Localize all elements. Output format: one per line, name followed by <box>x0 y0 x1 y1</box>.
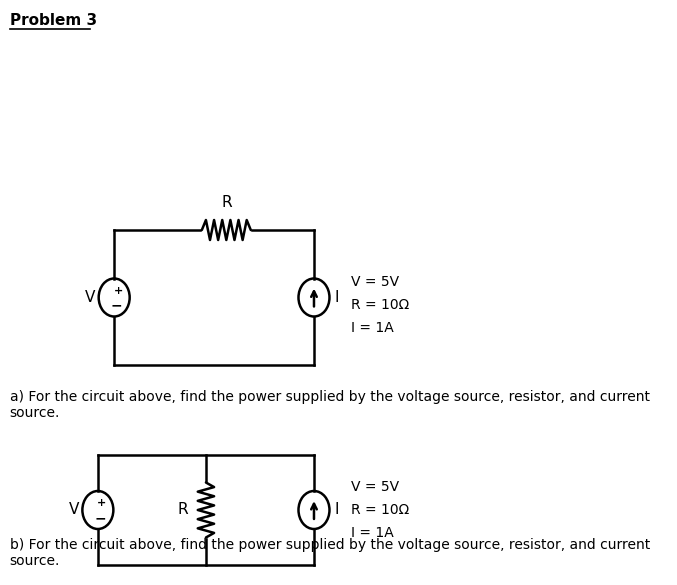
Text: R: R <box>221 195 232 210</box>
Text: V: V <box>69 503 79 518</box>
Text: V: V <box>85 290 95 305</box>
Text: +: + <box>114 285 123 295</box>
Text: V = 5V
R = 10Ω
I = 1A: V = 5V R = 10Ω I = 1A <box>351 275 409 335</box>
Text: Problem 3: Problem 3 <box>9 13 97 28</box>
Text: V = 5V
R = 10Ω
I = 1A: V = 5V R = 10Ω I = 1A <box>351 480 409 539</box>
Text: R: R <box>177 503 188 518</box>
Text: −: − <box>95 511 106 525</box>
Text: I: I <box>334 290 339 305</box>
Text: −: − <box>111 298 123 312</box>
Text: +: + <box>97 498 106 508</box>
Text: b) For the circuit above, find the power supplied by the voltage source, resisto: b) For the circuit above, find the power… <box>9 538 650 568</box>
Text: a) For the circuit above, find the power supplied by the voltage source, resisto: a) For the circuit above, find the power… <box>9 390 650 420</box>
Text: I: I <box>334 503 339 518</box>
